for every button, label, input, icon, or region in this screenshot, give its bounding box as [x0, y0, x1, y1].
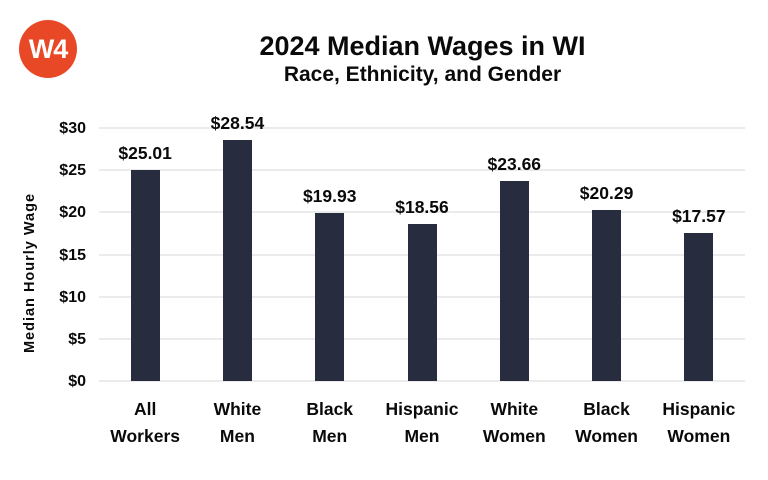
bar-value-label: $25.01 — [118, 143, 172, 164]
x-tick-label-white-men: White Men — [213, 399, 262, 446]
gridline-30 — [99, 127, 745, 129]
x-tick-label-hispanic-men: Hispanic Men — [385, 399, 459, 446]
bar-white-women — [499, 181, 529, 381]
chart-subtitle: Race, Ethnicity, and Gender — [283, 63, 562, 86]
x-tick-label-white-women: White Women — [482, 399, 546, 446]
bar-black-women — [592, 209, 622, 381]
x-tick-label-all-workers: All Workers — [110, 399, 180, 446]
bar-value-label: $19.93 — [302, 185, 357, 206]
bar-value-label: $20.29 — [579, 182, 634, 203]
x-tick-label-black-women: Black Women — [575, 399, 638, 446]
gridline-25 — [99, 169, 745, 172]
y-tick-label: $25 — [59, 162, 86, 180]
bar-hispanic-women — [684, 232, 714, 381]
y-tick-label: $15 — [59, 246, 86, 264]
w4-logo: W4 — [19, 20, 77, 78]
y-tick-label: $0 — [68, 373, 86, 390]
bar-value-label: $23.66 — [487, 154, 542, 175]
x-tick-label-black-men: Black Men — [306, 399, 354, 446]
bar-hispanic-men — [407, 224, 437, 381]
gridline-20 — [99, 211, 745, 214]
w4-logo-text: W4 — [28, 33, 68, 64]
bar-value-label: $28.54 — [210, 113, 265, 134]
gridline-0 — [99, 380, 745, 382]
bar-all-workers — [130, 170, 160, 381]
bar-value-label: $18.56 — [395, 197, 449, 218]
y-tick-label: $20 — [59, 204, 86, 222]
y-tick-label: $30 — [59, 120, 86, 137]
chart-title: 2024 Median Wages in WI — [259, 31, 586, 61]
bar-black-men — [315, 212, 345, 381]
bar-white-men — [222, 140, 252, 381]
bar-value-label: $17.57 — [672, 205, 726, 226]
y-tick-label: $5 — [68, 330, 86, 348]
x-tick-label-hispanic-women: Hispanic Women — [662, 399, 736, 446]
y-tick-label: $10 — [59, 288, 86, 306]
